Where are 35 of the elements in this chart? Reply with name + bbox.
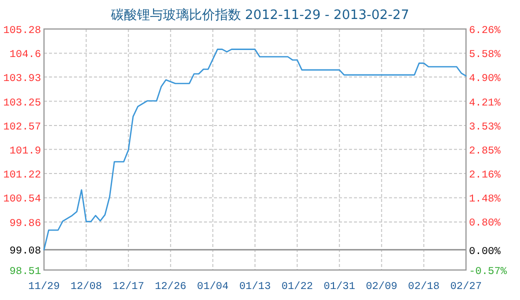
- x-tick-label: 02/18: [408, 281, 440, 293]
- x-tick-label: 12/26: [154, 281, 186, 293]
- y2-tick-label: 4.90%: [469, 72, 502, 85]
- y2-tick-label: 0.80%: [469, 218, 502, 230]
- x-tick-label: 01/04: [197, 281, 229, 293]
- y-tick-label: 100.54: [3, 194, 41, 206]
- line-series: [43, 48, 467, 250]
- y2-tick-label: 3.53%: [469, 121, 502, 134]
- chart-title: 碳酸锂与玻璃比价指数 2012-11-29 - 2013-02-27: [110, 8, 410, 23]
- y2-tick-label: 5.58%: [469, 48, 502, 61]
- x-tick-label: 11/29: [28, 281, 60, 293]
- x-tick-label: 02/27: [450, 281, 482, 293]
- y-tick-label: 101.22: [3, 170, 41, 182]
- y-tick-label: 99.08: [9, 246, 41, 258]
- y-tick-label: 99.86: [9, 218, 41, 230]
- y2-tick-label: 6.26%: [469, 25, 502, 37]
- y2-tick-label: -0.57%: [469, 266, 508, 278]
- y2-tick-label: 2.16%: [469, 170, 502, 182]
- y-tick-label: 104.6: [9, 49, 41, 62]
- x-tick-label: 12/08: [70, 281, 102, 293]
- y-tick-label: 101.9: [9, 145, 41, 158]
- y-tick-label: 98.51: [9, 266, 41, 278]
- y2-tick-label: 2.85%: [469, 145, 502, 158]
- x-tick-label: 01/13: [239, 281, 271, 293]
- x-tick-label: 12/17: [112, 281, 144, 293]
- x-tick-label: 01/31: [324, 281, 356, 293]
- x-tick-label: 02/09: [366, 281, 398, 293]
- y2-tick-label: 0.00%: [469, 246, 502, 258]
- y-tick-label: 103.25: [3, 97, 41, 110]
- y-tick-label: 102.57: [3, 121, 41, 134]
- y2-tick-label: 1.48%: [469, 194, 502, 206]
- y-tick-label: 105.28: [3, 25, 41, 37]
- y-tick-label: 103.93: [3, 73, 41, 86]
- x-tick-label: 01/22: [281, 281, 313, 293]
- y2-tick-label: 4.21%: [469, 97, 502, 110]
